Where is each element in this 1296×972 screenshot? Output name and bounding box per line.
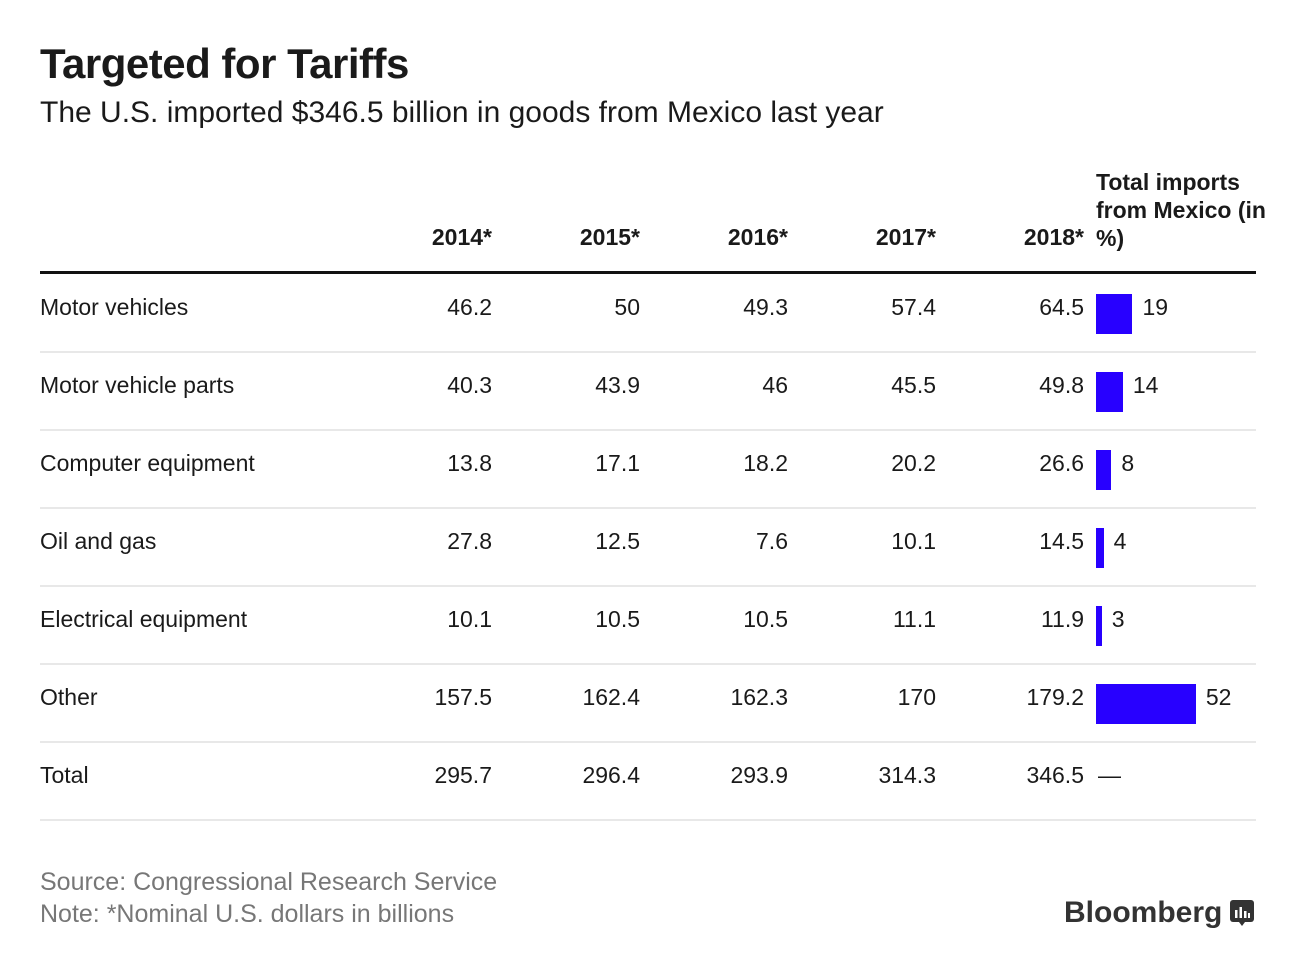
share-bar [1096, 294, 1133, 334]
table-cell: 162.4 [582, 684, 640, 710]
column-header: 2018* [1023, 224, 1084, 250]
share-bar [1096, 684, 1196, 724]
table-cell: 40.3 [447, 372, 492, 398]
chart-subtitle: The U.S. imported $346.5 billion in good… [40, 96, 884, 129]
column-header: 2017* [875, 224, 936, 250]
table-cell: 12.5 [595, 528, 640, 554]
table-cell: 170 [897, 684, 936, 710]
row-label: Oil and gas [40, 528, 157, 554]
table-cell: 11.1 [892, 606, 936, 632]
table-cell: 27.8 [447, 528, 492, 554]
table-cell: 7.6 [756, 528, 788, 554]
chart-title: Targeted for Tariffs [40, 40, 409, 87]
table-cell: 18.2 [743, 450, 788, 476]
row-label: Computer equipment [40, 450, 255, 476]
table-cell: 50 [614, 294, 640, 320]
table-cell: 293.9 [730, 762, 788, 788]
row-divider [40, 819, 1256, 821]
table-cell: 10.1 [891, 528, 936, 554]
column-header: 2016* [727, 224, 788, 250]
table-cell: 46 [762, 372, 788, 398]
share-value: 4 [1113, 528, 1127, 554]
table-cell: 10.5 [743, 606, 788, 632]
table-cell: 49.3 [743, 294, 788, 320]
table-cell: 43.9 [595, 372, 640, 398]
column-header: 2015* [579, 224, 640, 250]
row-divider [40, 429, 1256, 431]
share-value: 19 [1142, 294, 1169, 320]
table-cell: 11.9 [1040, 606, 1084, 632]
table-cell: 295.7 [434, 762, 492, 788]
row-divider [40, 741, 1256, 743]
share-bar [1096, 372, 1123, 412]
share-value: 52 [1205, 684, 1232, 710]
source-note: Source: Congressional Research Service [40, 868, 498, 896]
table-cell: 57.4 [891, 294, 936, 320]
table-cell: 179.2 [1026, 684, 1084, 710]
row-divider [40, 351, 1256, 353]
row-divider [40, 663, 1256, 665]
share-bar [1096, 606, 1102, 646]
table-cell: 10.5 [595, 606, 640, 632]
table-cell: 162.3 [730, 684, 788, 710]
table-cell: 46.2 [447, 294, 492, 320]
row-divider [40, 585, 1256, 587]
column-header: 2014* [431, 224, 492, 250]
table-cell: 17.1 [595, 450, 640, 476]
header-rule [40, 271, 1256, 274]
table-cell: 296.4 [582, 762, 640, 788]
row-label: Motor vehicles [40, 294, 189, 320]
table-cell: 14.5 [1039, 528, 1084, 554]
table-cell: 157.5 [434, 684, 492, 710]
table-cell: 45.5 [891, 372, 936, 398]
share-value: 3 [1111, 606, 1125, 632]
share-bar [1096, 450, 1112, 490]
table-cell: 346.5 [1026, 762, 1084, 788]
table-cell: 20.2 [891, 450, 936, 476]
table-cell: 49.8 [1039, 372, 1084, 398]
share-value: 8 [1121, 450, 1135, 476]
logo-text: Bloomberg [1064, 896, 1223, 929]
share-bar [1096, 528, 1104, 568]
table-cell: 26.6 [1039, 450, 1084, 476]
bloomberg-chart-icon [1230, 900, 1255, 926]
row-divider [40, 507, 1256, 509]
table-cell: 64.5 [1039, 294, 1084, 320]
row-label: Motor vehicle parts [40, 372, 235, 398]
footnote: Note: *Nominal U.S. dollars in billions [40, 900, 455, 928]
share-column-header: Total imports from Mexico (in %) [1096, 169, 1266, 251]
row-label: Other [40, 684, 98, 710]
table-cell: 13.8 [447, 450, 492, 476]
bloomberg-logo: Bloomberg [1064, 896, 1255, 930]
share-value: 14 [1132, 372, 1159, 398]
share-value: — [1098, 762, 1121, 788]
table-cell: 314.3 [878, 762, 936, 788]
table-cell: 10.1 [447, 606, 492, 632]
row-label: Electrical equipment [40, 606, 248, 632]
row-label: Total [40, 762, 89, 788]
